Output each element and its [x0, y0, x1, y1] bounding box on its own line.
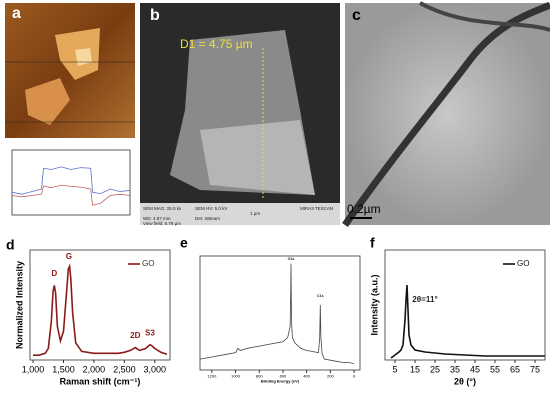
x-tick-label: 1,500	[52, 365, 75, 375]
x-tick-label: 25	[430, 365, 440, 375]
sem-info: Det: InBeam	[195, 216, 220, 221]
panel-label: d	[6, 237, 15, 253]
annotation: D	[51, 269, 57, 278]
series-line	[11, 166, 131, 195]
x-axis-label: Binding Energy (eV)	[261, 378, 300, 383]
y-axis-label: Normalized Intensity	[14, 261, 24, 349]
x-tick-label: 1,000	[22, 365, 45, 375]
sem-info: SEM HV: 5.0 kV	[195, 206, 227, 211]
x-tick-label: 600	[280, 373, 287, 378]
x-tick-label: 0	[353, 373, 356, 378]
tube	[342, 1, 550, 227]
plot-frame	[384, 249, 546, 361]
x-tick-label: 35	[450, 365, 460, 375]
sheet-fold	[200, 120, 315, 195]
sem-info: MIRA3 TESCAN	[300, 206, 333, 211]
x-tick-label: 400	[303, 373, 310, 378]
x-axis-label: 2θ (°)	[454, 376, 476, 386]
x-tick-label: 5	[392, 365, 397, 375]
sem-info: SEM MAG: 25.0 kx	[143, 206, 182, 211]
series-line	[390, 284, 545, 359]
annotation: S3	[145, 328, 155, 337]
x-tick-label: 1000	[231, 373, 241, 378]
plot-frame	[199, 255, 361, 371]
sem-info: 1 µm	[250, 211, 260, 216]
x-tick-label: 1200	[207, 373, 217, 378]
x-axis-label: Raman shift (cm⁻¹)	[60, 376, 141, 386]
flake	[25, 78, 70, 125]
tem-image	[345, 3, 550, 225]
legend-label: GO	[142, 259, 155, 268]
flake	[75, 48, 92, 66]
x-tick-label: 15	[410, 365, 420, 375]
plot-frame	[11, 149, 131, 216]
x-tick-label: 75	[530, 365, 540, 375]
annotation: 2θ=11°	[412, 295, 437, 304]
series-line	[199, 263, 355, 364]
x-tick-label: 200	[327, 373, 334, 378]
x-tick-label: 2,000	[83, 365, 106, 375]
legend-label: GO	[517, 259, 530, 268]
x-tick-label: 800	[256, 373, 263, 378]
series-line	[33, 263, 168, 356]
measure-label: D1 = 4.75 µm	[180, 37, 253, 51]
x-tick-label: 55	[490, 365, 500, 375]
plot-frame	[29, 249, 171, 361]
x-tick-label: 65	[510, 365, 520, 375]
panel-label: f	[370, 235, 375, 251]
annotation: C1s	[317, 294, 324, 298]
panel-label: a	[12, 5, 21, 22]
x-tick-label: 45	[470, 365, 480, 375]
x-tick-label: 3,000	[144, 365, 167, 375]
scale-label: 0.2µm	[347, 202, 381, 216]
annotation: G	[66, 252, 72, 261]
panel-label: e	[180, 235, 188, 251]
series-line	[11, 184, 131, 206]
annotation: O1s	[288, 257, 295, 261]
tube	[419, 1, 550, 32]
panel-label: b	[150, 7, 160, 24]
sem-info: View field: 5.78 µm	[143, 221, 181, 226]
info-bar	[140, 203, 340, 225]
sem-info: WD: 4.87 mm	[143, 216, 171, 221]
annotation: 2D	[130, 331, 141, 340]
panel-label: c	[352, 7, 361, 24]
y-axis-label: Intensity (a.u.)	[369, 274, 379, 335]
x-tick-label: 2,500	[113, 365, 136, 375]
